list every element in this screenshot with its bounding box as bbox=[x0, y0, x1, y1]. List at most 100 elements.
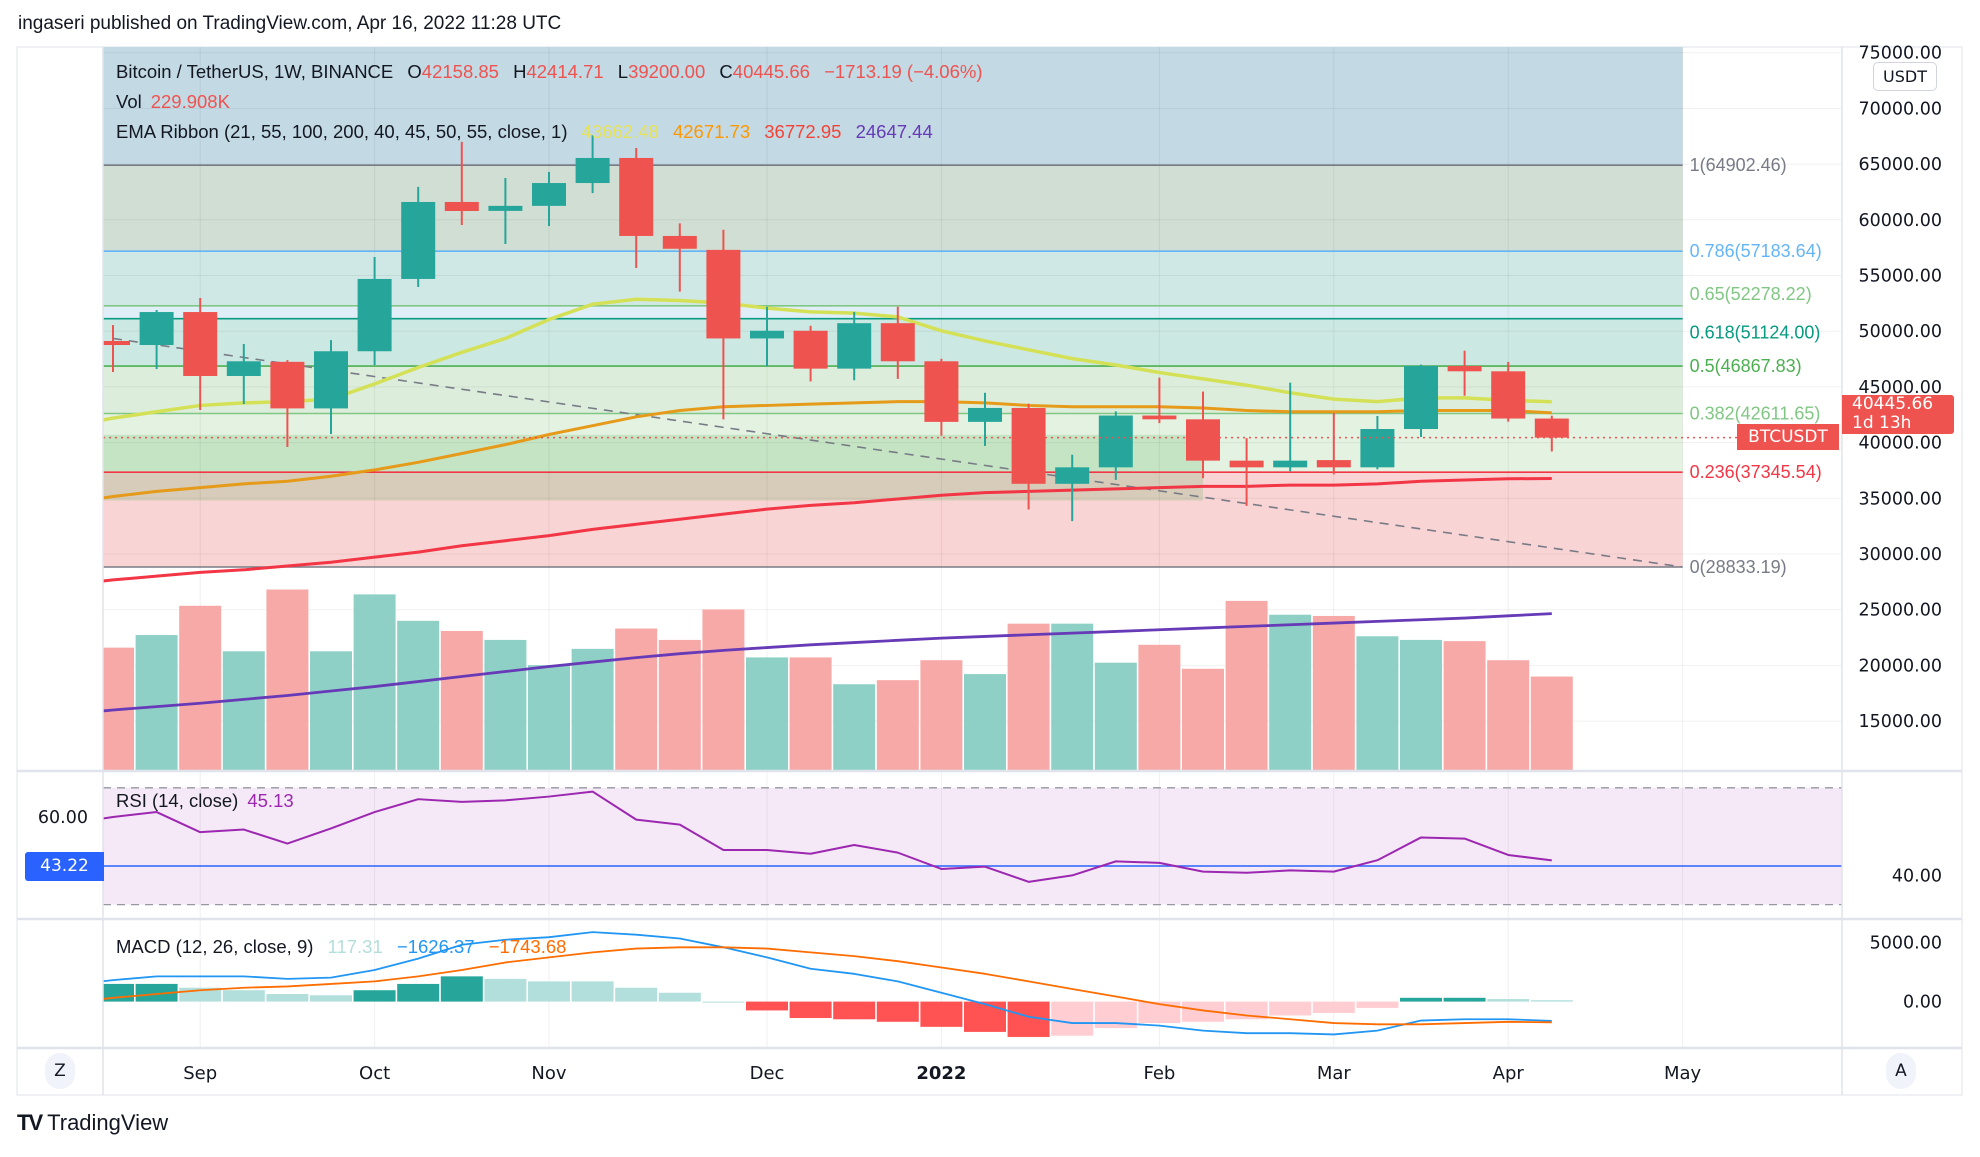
macd-histogram-bar bbox=[397, 983, 440, 1002]
candle[interactable] bbox=[619, 147, 654, 269]
candle[interactable] bbox=[1229, 438, 1264, 506]
candle[interactable] bbox=[1055, 454, 1090, 522]
candle[interactable] bbox=[750, 306, 784, 367]
volume-bar bbox=[484, 639, 527, 770]
candle[interactable] bbox=[880, 306, 915, 379]
candle-body bbox=[401, 201, 436, 279]
candle-body bbox=[103, 341, 130, 346]
volume-legend: Vol 229.908K bbox=[116, 91, 230, 113]
volume-bar bbox=[1225, 600, 1268, 770]
bar-countdown: 1d 13h bbox=[1852, 413, 1912, 433]
candle[interactable] bbox=[575, 135, 610, 194]
candle[interactable] bbox=[1447, 350, 1482, 396]
price-axis-tick: 20000.00 bbox=[1858, 656, 1942, 676]
candle[interactable] bbox=[1011, 403, 1046, 510]
candle[interactable] bbox=[314, 340, 348, 435]
candle[interactable] bbox=[96, 325, 130, 372]
candle[interactable] bbox=[1360, 415, 1395, 470]
candle[interactable] bbox=[1142, 377, 1177, 424]
macd-histogram-bar bbox=[702, 1001, 745, 1003]
candle[interactable] bbox=[1273, 382, 1308, 472]
trend-line[interactable] bbox=[112, 337, 1683, 568]
price-axis-tick: 40000.00 bbox=[1858, 434, 1942, 454]
price-axis-tick: 30000.00 bbox=[1858, 545, 1942, 565]
macd-histogram-bar bbox=[615, 987, 658, 1002]
rsi-line bbox=[103, 790, 1552, 883]
tradingview-logo[interactable]: TV TradingView bbox=[17, 1110, 168, 1136]
macd-histogram-bar bbox=[658, 992, 701, 1002]
candle[interactable] bbox=[401, 186, 436, 287]
volume-label[interactable]: Vol bbox=[116, 91, 142, 112]
macd-histogram-bar bbox=[1400, 997, 1442, 1002]
candle[interactable] bbox=[837, 311, 872, 381]
fib-zone bbox=[103, 165, 1683, 252]
auto-scale-button[interactable]: A bbox=[1886, 1053, 1916, 1089]
change-value: −1713.19 (−4.06%) bbox=[824, 61, 983, 82]
currency-button[interactable]: USDT bbox=[1873, 62, 1937, 91]
tradingview-logo-icon: TV bbox=[17, 1110, 43, 1135]
ema200-value: 24647.44 bbox=[855, 121, 933, 142]
rsi-pane[interactable] bbox=[103, 47, 1842, 1048]
macd-histogram-bar bbox=[135, 983, 178, 1002]
ema100-line bbox=[103, 477, 1552, 583]
candle[interactable] bbox=[532, 171, 566, 227]
candle[interactable] bbox=[270, 360, 305, 448]
candle[interactable] bbox=[706, 229, 741, 420]
candle[interactable] bbox=[1404, 364, 1438, 438]
macd-label[interactable]: MACD (12, 26, close, 9) bbox=[116, 936, 314, 957]
time-axis-label: Feb bbox=[1143, 1063, 1175, 1084]
volume-bar bbox=[222, 651, 265, 770]
candle[interactable] bbox=[924, 358, 959, 436]
volume-bar bbox=[1182, 668, 1224, 770]
open-label: O bbox=[407, 61, 422, 82]
symbol-title[interactable]: Bitcoin / TetherUS, 1W, BINANCE bbox=[116, 61, 394, 82]
time-axis-label: Sep bbox=[183, 1063, 217, 1084]
main-pane[interactable] bbox=[92, 47, 1842, 1048]
price-axis-tick: 75000.00 bbox=[1858, 44, 1942, 64]
timezone-button[interactable]: Z bbox=[45, 1053, 75, 1089]
candle[interactable] bbox=[139, 310, 174, 370]
ema200-line bbox=[103, 612, 1552, 713]
low-value: 39200.00 bbox=[628, 61, 706, 82]
candle-body bbox=[1098, 415, 1133, 468]
candle[interactable] bbox=[488, 178, 523, 244]
macd-histogram-value: 117.31 bbox=[327, 936, 383, 957]
fib-level-label: 0.5(46867.83) bbox=[1690, 356, 1802, 376]
candle-body bbox=[270, 361, 305, 409]
ema-label[interactable]: EMA Ribbon (21, 55, 100, 200, 40, 45, 50… bbox=[116, 121, 568, 142]
macd-histogram-bar bbox=[789, 1001, 832, 1019]
rsi-axis-tick: 40.00 bbox=[1892, 866, 1942, 886]
candle[interactable] bbox=[1316, 412, 1351, 475]
candle-body bbox=[924, 361, 959, 422]
ema100-value: 36772.95 bbox=[764, 121, 842, 142]
candle-body bbox=[183, 312, 218, 376]
candle[interactable] bbox=[1534, 415, 1569, 452]
candle[interactable] bbox=[1491, 361, 1526, 422]
candle[interactable] bbox=[183, 298, 218, 410]
candle[interactable] bbox=[1098, 411, 1133, 480]
macd-pane[interactable] bbox=[92, 47, 1684, 1048]
candle-body bbox=[1360, 429, 1395, 468]
price-axis-tick: 25000.00 bbox=[1858, 601, 1942, 621]
candle-body bbox=[1229, 460, 1264, 468]
volume-bar bbox=[1269, 614, 1312, 770]
candle[interactable] bbox=[357, 257, 392, 365]
candle[interactable] bbox=[444, 141, 479, 226]
volume-bar bbox=[135, 635, 178, 770]
ema55-line bbox=[103, 400, 1552, 500]
macd-histogram-bar bbox=[571, 981, 614, 1002]
macd-histogram-bar bbox=[1312, 1001, 1355, 1013]
candle[interactable] bbox=[1186, 391, 1220, 479]
macd-histogram-bar bbox=[833, 1001, 876, 1020]
macd-histogram-bar bbox=[528, 981, 570, 1002]
candle[interactable] bbox=[793, 325, 828, 382]
volume-bar bbox=[266, 589, 309, 770]
macd-histogram-bar bbox=[266, 994, 309, 1002]
candle[interactable] bbox=[226, 344, 261, 405]
rsi-label[interactable]: RSI (14, close) bbox=[116, 790, 239, 811]
fib-zone bbox=[103, 305, 1683, 319]
candle[interactable] bbox=[662, 223, 697, 292]
macd-histogram-bar bbox=[440, 976, 483, 1002]
volume-bar bbox=[353, 594, 396, 770]
